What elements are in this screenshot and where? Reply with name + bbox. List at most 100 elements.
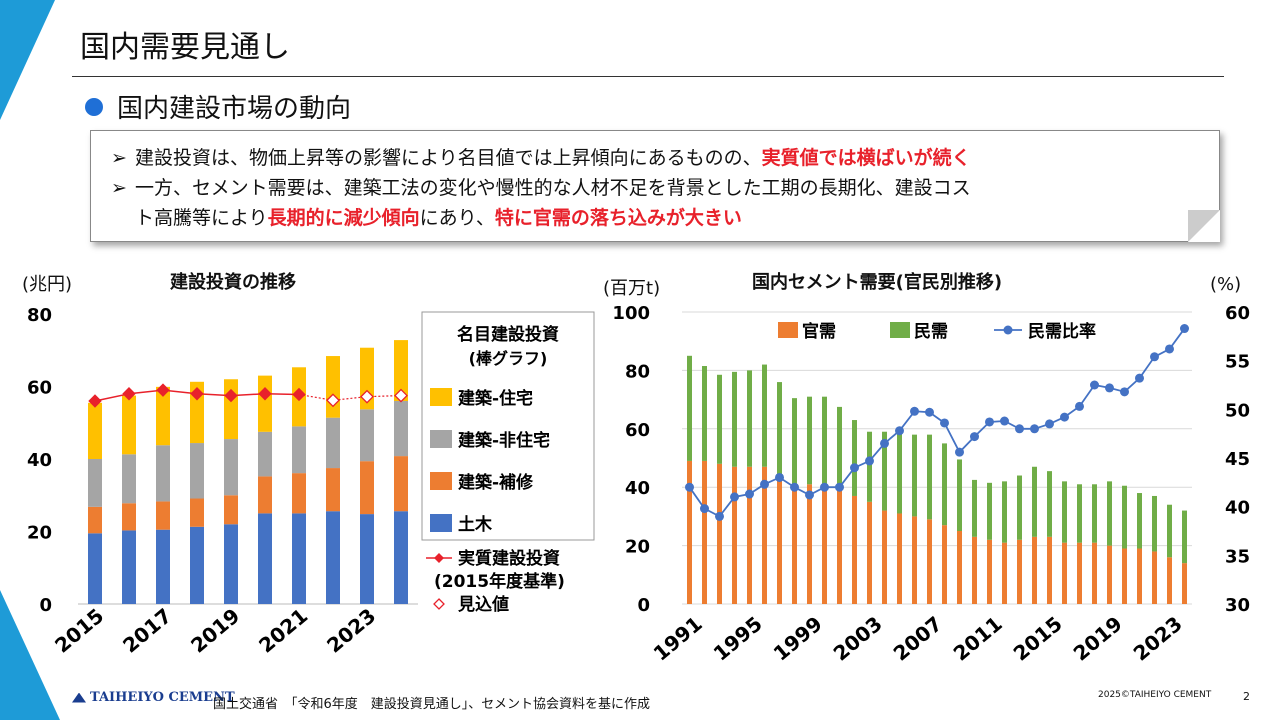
private-demand-bar	[687, 355, 692, 461]
y-tick-label: 60	[27, 378, 52, 399]
public-demand-bar	[957, 531, 962, 604]
private-demand-bar	[852, 420, 857, 496]
public-demand-bar	[1017, 539, 1022, 604]
real-investment-point	[156, 383, 170, 397]
bar-segment	[122, 503, 136, 531]
bar-segment	[88, 402, 102, 459]
bar-segment	[190, 498, 204, 527]
private-demand-bar	[822, 396, 827, 488]
real-investment-point	[224, 388, 238, 403]
public-demand-bar	[972, 536, 977, 604]
page-title: 国内需要見通し	[80, 30, 290, 65]
private-demand-bar	[1092, 484, 1097, 543]
legend-swatch	[430, 430, 452, 448]
bar-segment	[326, 468, 340, 512]
legend-real-label: 実質建設投資	[458, 548, 560, 569]
private-ratio-point	[1120, 387, 1129, 397]
public-demand-bar	[942, 525, 947, 604]
bar-segment	[224, 524, 238, 604]
real-investment-point	[190, 387, 204, 401]
bar-segment	[292, 513, 306, 604]
chart1-title: 建設投資の推移	[170, 272, 296, 293]
x-tick-label: 2007	[889, 611, 947, 665]
private-ratio-point	[1165, 344, 1174, 354]
public-demand-bar	[912, 516, 917, 604]
estimate-line	[298, 393, 402, 401]
legend-label-public: 官需	[802, 321, 836, 342]
bar-segment	[190, 526, 204, 604]
public-demand-bar	[867, 501, 872, 604]
private-demand-bar	[1137, 493, 1142, 549]
corner-accent-bottom-left	[0, 590, 60, 720]
arrow-bullet-icon: ➢	[111, 177, 127, 199]
summary-callout: ➢ 建設投資は、物価上昇等の影響により名目値では上昇傾向にあるものの、実質値では横…	[90, 130, 1220, 242]
bar-segment	[190, 443, 204, 499]
y-tick-label: 80	[27, 305, 52, 326]
y-right-tick-label: 50	[1225, 400, 1250, 421]
bar-segment	[394, 456, 408, 512]
legend-label: 建築-補修	[458, 472, 534, 493]
private-ratio-point	[700, 504, 709, 514]
private-demand-bar	[867, 431, 872, 502]
bar-segment	[88, 506, 102, 534]
public-demand-bar	[852, 495, 857, 604]
private-demand-bar	[927, 434, 932, 520]
bar-segment	[394, 340, 408, 401]
bar-segment	[156, 386, 170, 446]
x-tick-label: 2015	[50, 603, 108, 657]
y-tick-label: 40	[27, 450, 52, 471]
bar-segment	[156, 529, 170, 604]
public-demand-bar	[822, 487, 827, 604]
estimate-point	[326, 393, 340, 408]
legend-swatch	[430, 388, 452, 406]
legend-label: 建築-住宅	[458, 388, 533, 409]
bar-segment	[394, 401, 408, 457]
arrow-bullet-icon: ➢	[111, 147, 127, 169]
estimate-point	[360, 389, 374, 404]
private-ratio-point	[1150, 352, 1159, 362]
legend-title: 名目建設投資	[457, 324, 559, 345]
y-tick-label: 0	[39, 595, 52, 616]
private-demand-bar	[762, 364, 767, 467]
real-investment-point	[292, 387, 306, 402]
construction-investment-chart: 0 20 40 60 80 2015 2017 2019 2021 2023 名目建設投資 (棒グラフ…	[27, 305, 595, 658]
y-right-tick-label: 45	[1225, 449, 1250, 470]
private-demand-bar	[1152, 495, 1157, 552]
public-demand-bar	[1032, 536, 1037, 604]
private-demand-bar	[792, 398, 797, 485]
private-ratio-point	[1135, 373, 1144, 383]
public-demand-bar	[732, 466, 737, 604]
logo-mark-icon	[72, 692, 86, 703]
public-demand-bar	[687, 460, 692, 604]
legend-box	[421, 311, 595, 541]
corner-accent-top-left	[0, 0, 55, 120]
bar-segment	[394, 511, 408, 604]
private-ratio-point	[1180, 324, 1189, 334]
x-tick-label: 1995	[709, 611, 767, 665]
public-demand-bar	[1152, 551, 1157, 604]
public-demand-bar	[987, 539, 992, 604]
private-ratio-point	[925, 407, 934, 417]
legend-estimate-label: 見込値	[457, 594, 509, 615]
legend-real-basis: (2015年度基準)	[434, 571, 565, 592]
legend-swatch-private	[890, 322, 910, 338]
chart2-y-unit-left: (百万t)	[603, 278, 661, 299]
public-demand-bar	[1077, 542, 1082, 604]
page-curl-icon	[1188, 210, 1220, 242]
public-demand-bar	[1107, 545, 1112, 604]
private-ratio-point	[955, 447, 964, 457]
legend-swatch	[430, 514, 452, 532]
x-tick-label: 2021	[254, 603, 312, 657]
bar-segment	[258, 375, 272, 432]
bar-segment	[122, 395, 136, 455]
y-right-tick-label: 30	[1225, 595, 1250, 616]
x-tick-label: 2019	[1069, 611, 1127, 665]
y-left-tick-label: 80	[625, 361, 650, 382]
y-left-tick-label: 100	[612, 303, 650, 324]
private-ratio-point	[865, 456, 874, 466]
legend-marker-ratio	[1003, 325, 1013, 335]
chart2-y-unit-right: (%)	[1210, 274, 1242, 295]
y-left-tick-label: 40	[625, 478, 650, 499]
public-demand-bar	[927, 519, 932, 604]
